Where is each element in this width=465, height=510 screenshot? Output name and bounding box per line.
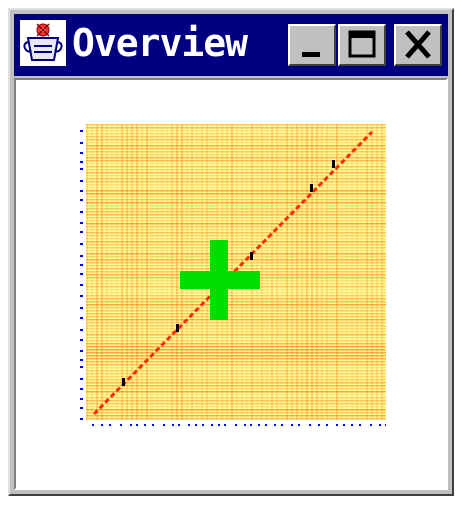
close-button[interactable] <box>394 24 442 66</box>
window-title: Overview <box>72 21 248 65</box>
overview-window: Overview <box>8 8 454 496</box>
maximize-button[interactable] <box>338 24 386 66</box>
minimize-icon <box>302 52 320 57</box>
gear-cup-icon[interactable] <box>20 20 66 66</box>
overview-panel <box>14 78 448 490</box>
overview-map[interactable] <box>80 124 386 436</box>
close-icon <box>405 30 431 59</box>
minimize-button[interactable] <box>288 24 336 66</box>
maximize-icon <box>348 30 376 58</box>
crosshair-plus-icon[interactable] <box>16 80 454 496</box>
title-bar[interactable]: Overview <box>14 14 448 76</box>
